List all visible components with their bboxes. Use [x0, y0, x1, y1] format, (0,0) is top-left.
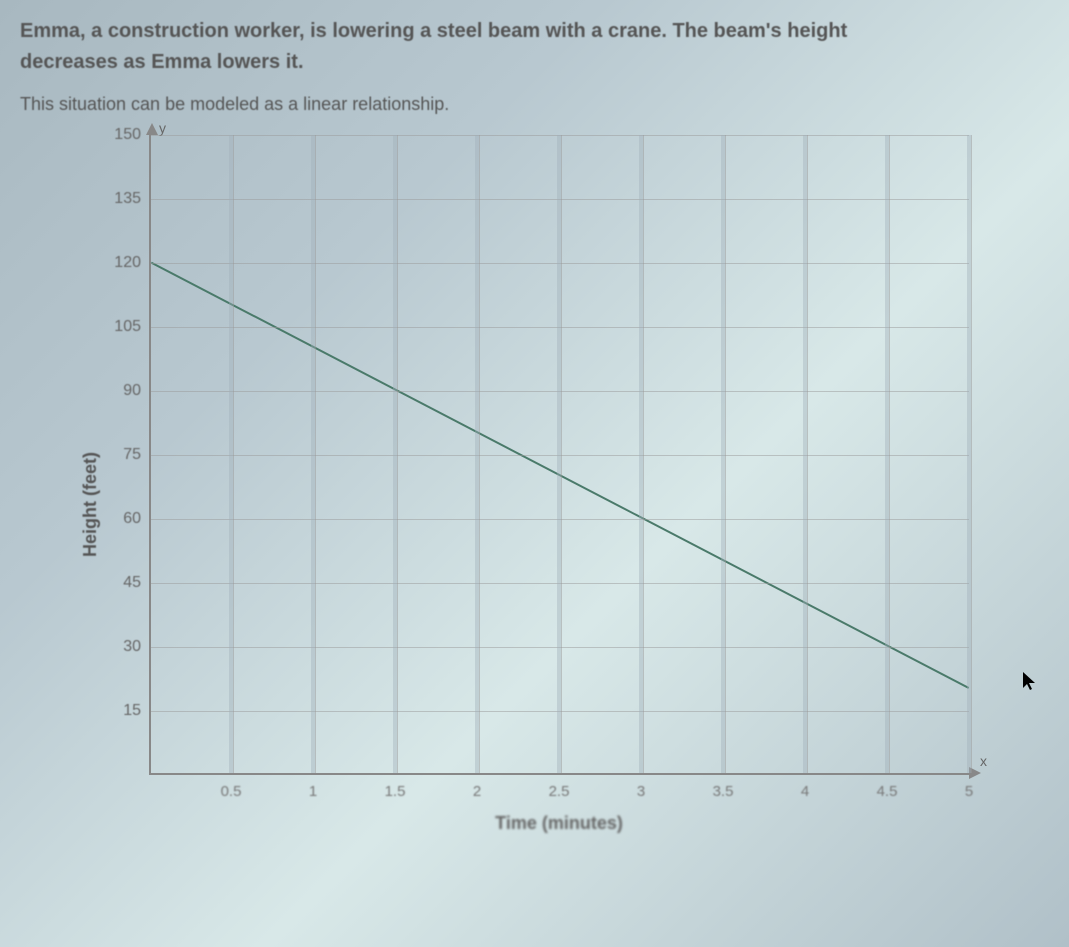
gridline-vertical	[807, 135, 808, 773]
gridline-vertical	[643, 135, 644, 773]
gridline-vertical	[725, 135, 726, 773]
x-tick-label: 2	[473, 783, 481, 800]
problem-line1: Emma, a construction worker, is lowering…	[20, 20, 1049, 43]
plot-area: y x	[149, 135, 969, 775]
x-tick-label: 1	[309, 783, 317, 800]
x-axis-char: x	[980, 753, 987, 769]
y-axis-label: Height (feet)	[80, 135, 101, 834]
gridline-vertical	[479, 135, 480, 773]
x-tick-label: 0.5	[221, 783, 242, 800]
gridline-vertical	[233, 135, 234, 773]
model-text: This situation can be modeled as a linea…	[20, 94, 1049, 115]
x-tick-label: 2.5	[549, 783, 570, 800]
chart-container: Height (feet) 150135120105907560453015 y…	[80, 135, 1049, 834]
x-tick-label: 4.5	[877, 783, 898, 800]
x-tick-label: 4	[801, 783, 809, 800]
y-axis-char: y	[159, 120, 166, 136]
y-axis-arrow-icon	[146, 123, 158, 135]
x-tick-label: 5	[965, 783, 973, 800]
cursor-icon	[1023, 672, 1039, 697]
x-tick-label: 3.5	[713, 783, 734, 800]
x-tick-label: 1.5	[385, 783, 406, 800]
x-tick-label: 3	[637, 783, 645, 800]
gridline-vertical	[315, 135, 316, 773]
gridline-vertical	[889, 135, 890, 773]
problem-line2: decreases as Emma lowers it.	[20, 51, 1049, 74]
chart-area: y x 0.511.522.533.544.55 Time (minutes)	[149, 135, 969, 834]
x-axis-label: Time (minutes)	[149, 813, 969, 834]
y-axis-ticks: 150135120105907560453015	[109, 135, 141, 775]
gridline-vertical	[561, 135, 562, 773]
gridline-vertical	[971, 135, 972, 773]
gridline-vertical	[397, 135, 398, 773]
